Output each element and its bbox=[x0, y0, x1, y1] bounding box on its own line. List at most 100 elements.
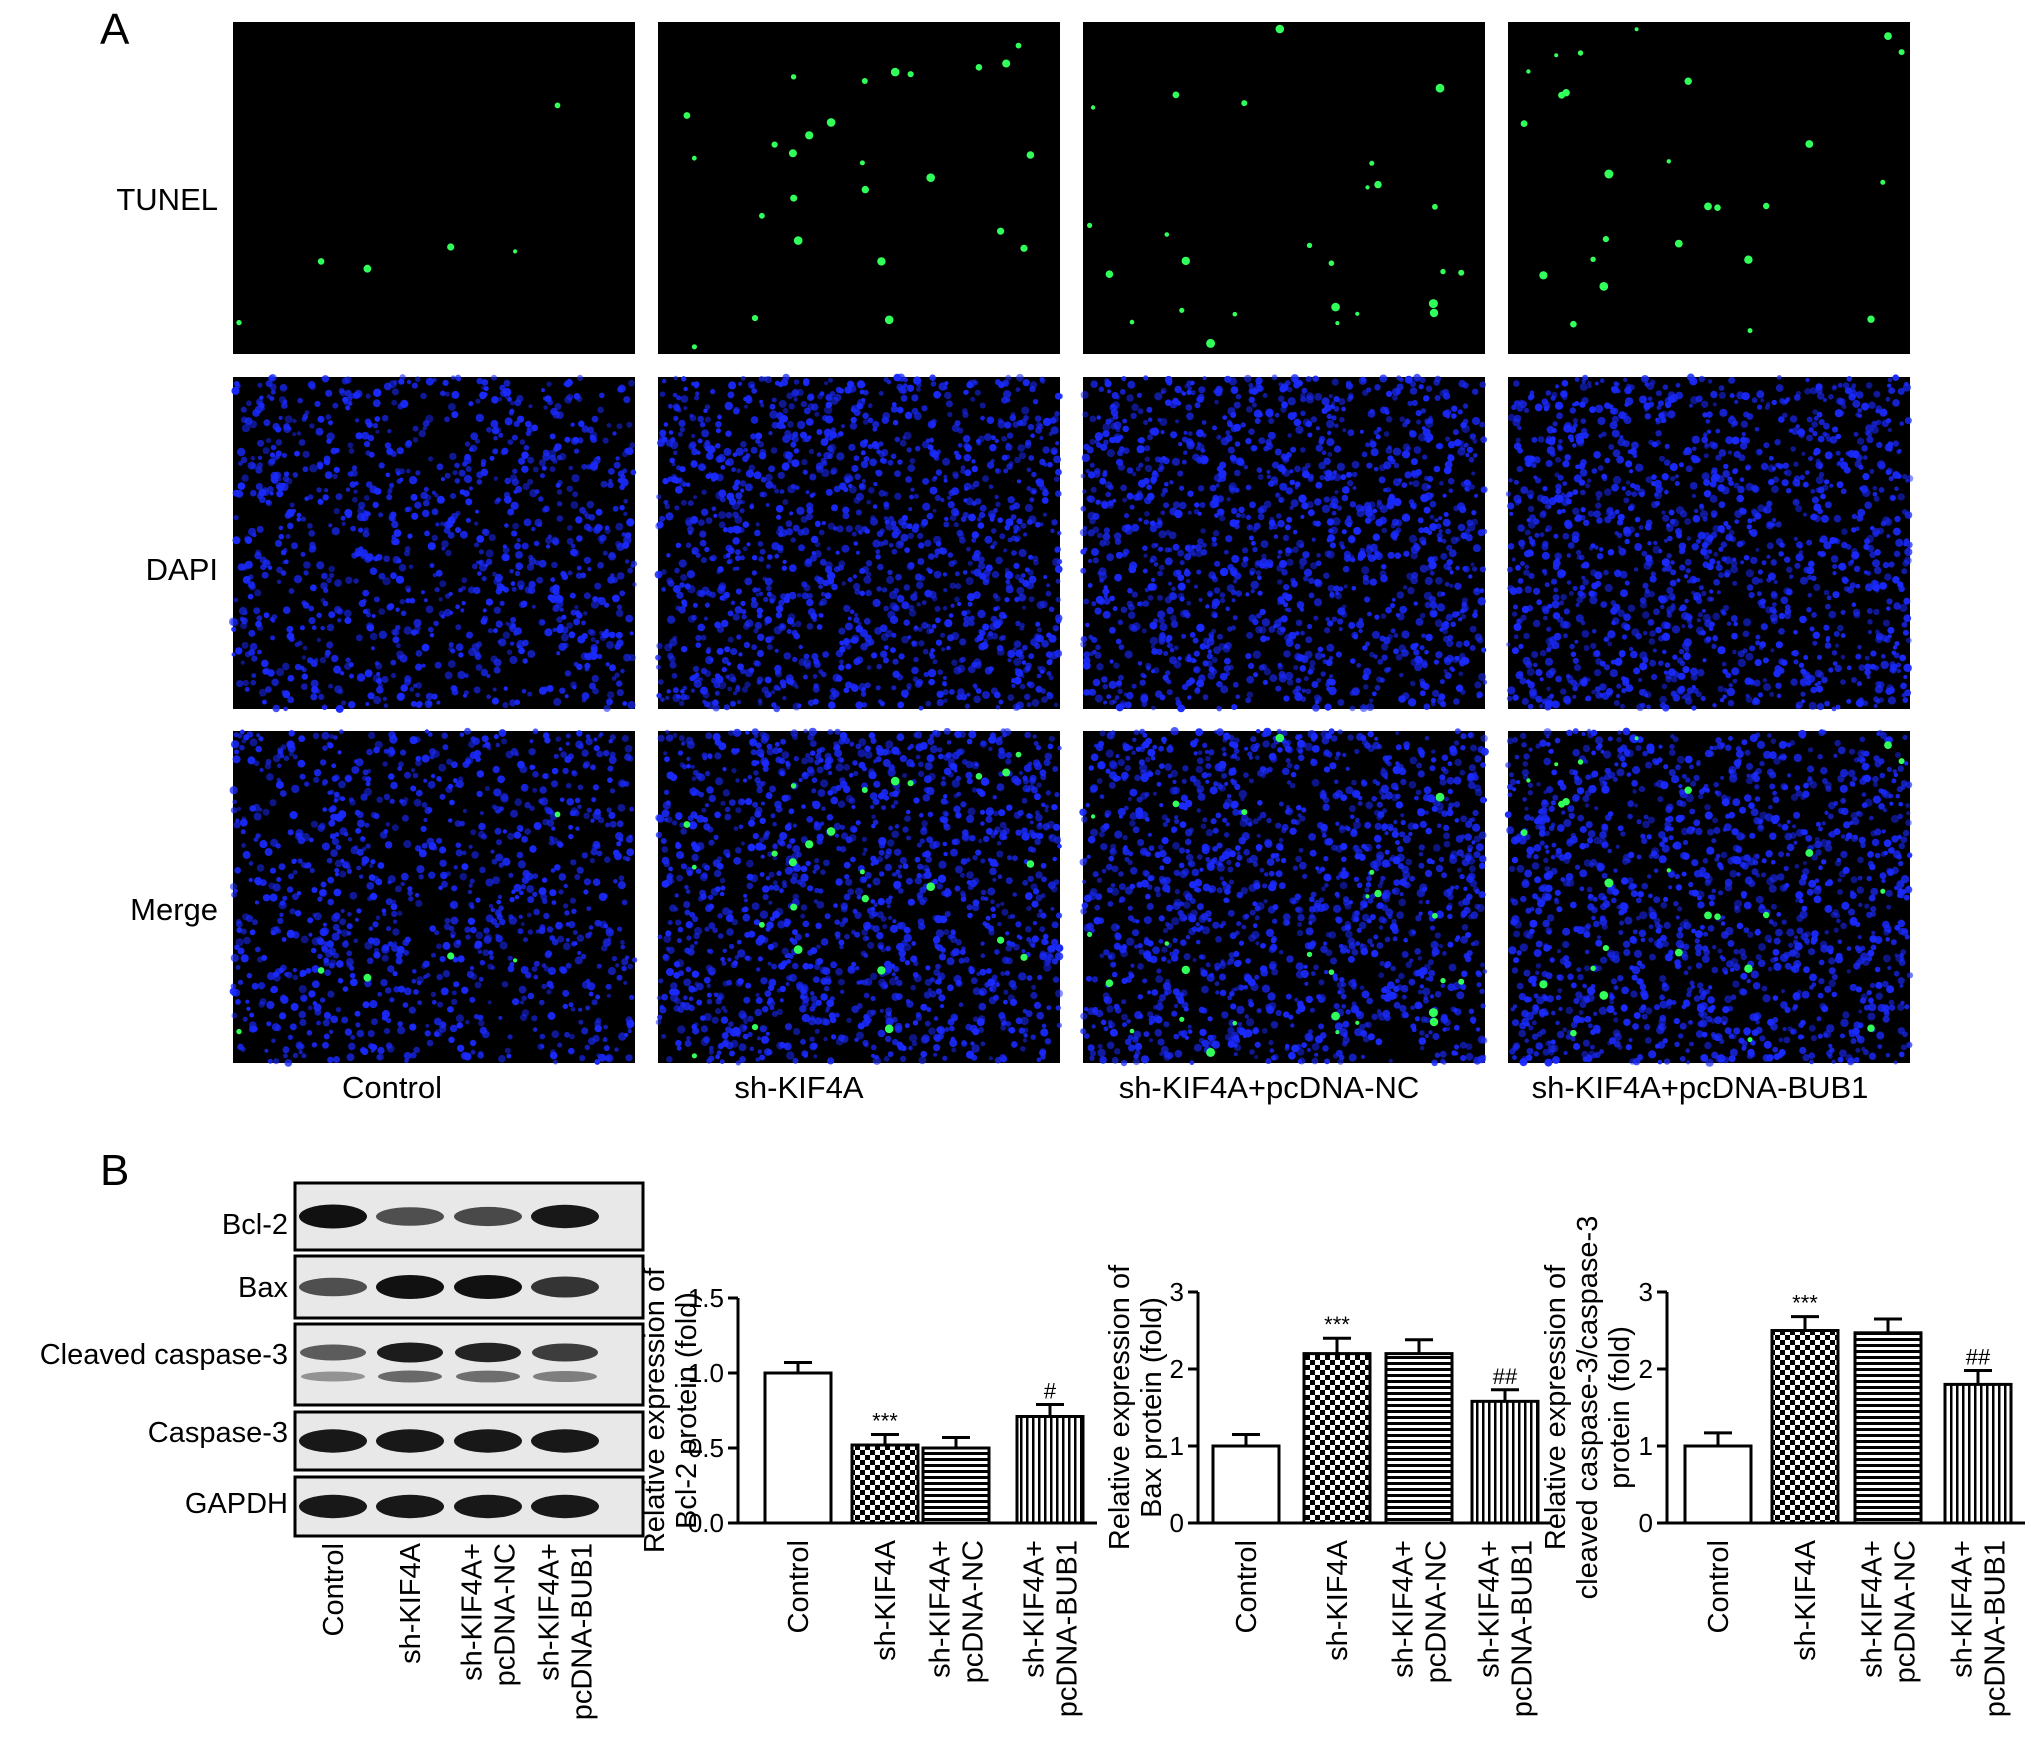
y-tick-label: 0.0 bbox=[688, 1508, 724, 1538]
blot-strip bbox=[293, 1410, 645, 1472]
significance-label: # bbox=[1044, 1379, 1057, 1404]
tunel-positive-cells bbox=[236, 102, 561, 326]
group-label-sh-kif4a-pcdna-nc: sh-KIF4A+pcDNA-NC bbox=[1119, 1070, 1420, 1105]
blot-strip bbox=[293, 1254, 645, 1320]
dapi-nuclei bbox=[1504, 727, 1914, 1067]
blot-lane-label: Control bbox=[318, 1543, 350, 1637]
blot-band bbox=[533, 1371, 597, 1382]
bar bbox=[1302, 1352, 1372, 1525]
blot-band bbox=[456, 1370, 520, 1383]
dapi-nuclei bbox=[229, 727, 638, 1067]
blot-lane-labels: Control sh-KIF4A sh-KIF4A+pcDNA-NC sh-KIF4A… bbox=[318, 1542, 599, 1720]
blot-label-cleaved-caspase3: Cleaved caspase-3 bbox=[40, 1339, 288, 1371]
micrograph-tunel-1 bbox=[658, 22, 1060, 354]
blot-band bbox=[531, 1204, 599, 1229]
x-tick-label: Control bbox=[1703, 1540, 1735, 1634]
significance-label: *** bbox=[872, 1409, 898, 1434]
y-tick-label: 1 bbox=[1170, 1431, 1184, 1461]
panel-a-label: A bbox=[100, 5, 130, 54]
bar bbox=[850, 1443, 920, 1525]
dapi-nuclei bbox=[1079, 373, 1488, 713]
group-labels: Control sh-KIF4A sh-KIF4A+pcDNA-NC sh-KI… bbox=[342, 1070, 1868, 1105]
blot-lane-label: sh-KIF4A+pcDNA-NC bbox=[457, 1543, 522, 1686]
bar bbox=[1943, 1382, 2013, 1525]
row-label-dapi: DAPI bbox=[146, 552, 218, 587]
micrograph-dapi-1 bbox=[654, 373, 1063, 713]
blot-band bbox=[454, 1275, 522, 1299]
blot-band bbox=[299, 1277, 367, 1297]
dapi-nuclei bbox=[228, 374, 638, 713]
x-tick-label: sh-KIF4A+pcDNA-BUB1 bbox=[1019, 1540, 1084, 1717]
y-axis-label: Relative expression ofcleaved caspase-3/… bbox=[1540, 1216, 1636, 1600]
x-tick-label: sh-KIF4A bbox=[870, 1539, 902, 1661]
y-tick-label: 2 bbox=[1639, 1354, 1653, 1384]
blot-lane-label: sh-KIF4A+pcDNA-BUB1 bbox=[534, 1543, 599, 1720]
x-tick-label: sh-KIF4A+pcDNA-BUB1 bbox=[1947, 1540, 2012, 1717]
blot-band bbox=[376, 1207, 444, 1226]
x-tick-label: sh-KIF4A bbox=[1322, 1539, 1354, 1661]
y-tick-label: 0.5 bbox=[688, 1433, 724, 1463]
bar bbox=[1015, 1415, 1085, 1525]
significance-label: ## bbox=[1493, 1364, 1518, 1389]
tunel-positive-cells bbox=[236, 811, 561, 1035]
blot-band bbox=[531, 1494, 599, 1519]
blot-band bbox=[532, 1343, 598, 1362]
blot-band bbox=[300, 1344, 366, 1361]
blot-band bbox=[376, 1429, 444, 1453]
y-tick-label: 0 bbox=[1170, 1508, 1184, 1538]
micrograph-merge-1 bbox=[655, 727, 1064, 1066]
y-axis-label: Relative expression ofBax protein (fold) bbox=[1104, 1264, 1168, 1550]
micrograph-merge-3 bbox=[1504, 727, 1914, 1067]
bar bbox=[1384, 1352, 1454, 1525]
micrograph-tunel-3 bbox=[1508, 22, 1910, 354]
bar bbox=[1770, 1329, 1840, 1525]
micrograph-merge-2 bbox=[1079, 727, 1489, 1067]
bar bbox=[763, 1371, 833, 1525]
bar bbox=[1683, 1444, 1753, 1525]
micrograph-dapi-2 bbox=[1079, 373, 1488, 713]
y-tick-label: 3 bbox=[1639, 1277, 1653, 1307]
y-tick-label: 2 bbox=[1170, 1354, 1184, 1384]
group-label-sh-kif4a: sh-KIF4A bbox=[734, 1070, 864, 1105]
blot-band bbox=[299, 1429, 367, 1453]
blot-row-labels: Bcl-2 Bax Cleaved caspase-3 Caspase-3 GA… bbox=[40, 1209, 289, 1520]
row-label-tunel: TUNEL bbox=[116, 182, 218, 217]
significance-label: *** bbox=[1792, 1291, 1818, 1316]
y-tick-label: 3 bbox=[1170, 1277, 1184, 1307]
dapi-nuclei bbox=[654, 373, 1063, 713]
micrograph-tunel-2 bbox=[1083, 22, 1485, 354]
blot-band bbox=[376, 1494, 444, 1519]
tunel-positive-cells bbox=[683, 42, 1035, 350]
blot-band bbox=[454, 1429, 522, 1453]
tunel-positive-cells bbox=[1087, 733, 1465, 1057]
dapi-nuclei bbox=[655, 727, 1064, 1066]
y-tick-label: 1 bbox=[1639, 1431, 1653, 1461]
y-axis-label: Relative expression ofBcl-2 protein (fol… bbox=[639, 1267, 703, 1553]
panel-b-label: B bbox=[100, 1146, 129, 1195]
blot-label-gapdh: GAPDH bbox=[185, 1488, 288, 1520]
bar bbox=[1211, 1444, 1281, 1525]
blot-band bbox=[377, 1342, 443, 1363]
blot-band bbox=[376, 1275, 444, 1299]
western-blot bbox=[293, 1181, 645, 1538]
dapi-nuclei bbox=[1505, 373, 1914, 712]
dapi-nuclei bbox=[1079, 727, 1489, 1067]
y-tick-label: 1.0 bbox=[688, 1358, 724, 1388]
group-label-sh-kif4a-pcdna-bub1: sh-KIF4A+pcDNA-BUB1 bbox=[1532, 1070, 1869, 1105]
tunel-positive-cells bbox=[1087, 24, 1465, 348]
blot-band bbox=[299, 1494, 367, 1519]
tunel-positive-cells bbox=[1520, 736, 1905, 1043]
blot-band bbox=[531, 1429, 599, 1453]
blot-label-bcl2: Bcl-2 bbox=[222, 1209, 288, 1241]
x-tick-label: sh-KIF4A bbox=[1790, 1539, 1822, 1661]
bar bbox=[1853, 1331, 1923, 1525]
x-tick-label: Control bbox=[783, 1540, 815, 1634]
blot-strip bbox=[293, 1181, 645, 1252]
micrograph-dapi-3 bbox=[1505, 373, 1914, 712]
bar bbox=[1470, 1399, 1540, 1525]
